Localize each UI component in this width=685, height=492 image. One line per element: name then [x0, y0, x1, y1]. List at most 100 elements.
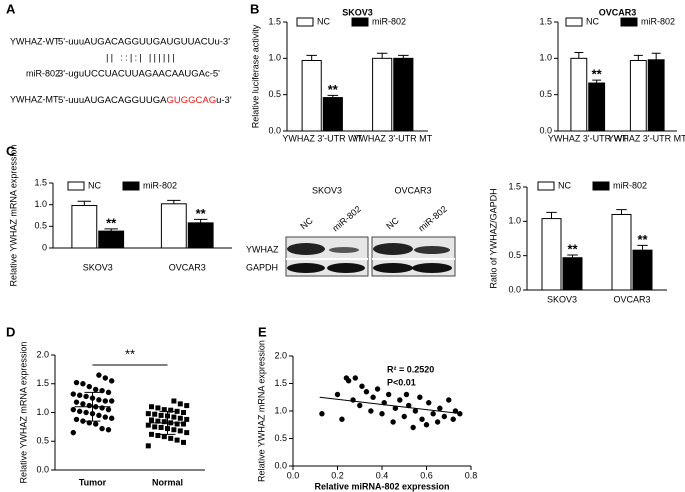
sequence: 3'-uguUCCUACUUAGAACAAUGAc-5' — [58, 69, 220, 80]
point — [450, 416, 456, 422]
x-tick-label: 0.0 — [287, 470, 300, 480]
y-tick-label: 1.5 — [539, 16, 552, 26]
point — [145, 422, 151, 428]
y-tick-label: 0.5 — [274, 433, 287, 443]
point — [184, 403, 190, 409]
error-bar — [546, 211, 557, 219]
point — [149, 431, 154, 437]
fit-line — [319, 396, 463, 415]
point — [441, 413, 447, 420]
bar — [187, 222, 214, 249]
bar — [647, 59, 665, 132]
panel-label: C — [6, 143, 16, 158]
error-bar — [104, 228, 118, 232]
error-bar — [616, 209, 627, 215]
bar — [322, 97, 343, 132]
point — [73, 399, 80, 405]
point — [403, 391, 410, 398]
error-bar — [77, 200, 92, 206]
point — [374, 386, 381, 392]
y-tick-label: 0.0 — [508, 284, 521, 294]
error-bar — [167, 199, 181, 204]
annotation: P<0.01 — [387, 377, 416, 387]
y-tick-label: 1.0 — [36, 407, 49, 417]
point — [109, 378, 115, 384]
point — [93, 421, 99, 427]
bar — [541, 218, 562, 291]
point — [105, 389, 112, 396]
sequence-label: miR-802 — [26, 68, 60, 78]
y-tick-label: 0.5 — [36, 436, 49, 446]
y-tick-label: 0.5 — [508, 250, 521, 260]
point — [102, 398, 109, 404]
error-bar — [398, 54, 409, 59]
point — [168, 435, 174, 441]
point — [70, 391, 77, 397]
point — [73, 379, 80, 386]
point — [105, 427, 112, 433]
point — [434, 419, 441, 425]
bar — [372, 57, 393, 132]
point — [184, 430, 190, 436]
blot-group: SKOV3 — [312, 185, 342, 195]
legend-swatch — [296, 17, 314, 27]
point — [417, 394, 423, 400]
point — [181, 439, 186, 445]
point — [73, 416, 80, 423]
point — [181, 410, 186, 415]
error-bar — [633, 54, 643, 61]
point — [80, 381, 86, 387]
sequence-label: YWHAZ-WT — [10, 36, 60, 46]
y-tick-label: 1.0 — [274, 405, 287, 415]
y-tick-label: 1.5 — [34, 177, 47, 187]
y-tick-label: 0.0 — [539, 125, 552, 135]
sd-bar — [159, 410, 176, 435]
protein-label: GAPDH — [246, 262, 278, 272]
chart-title: OVCAR3 — [599, 7, 637, 17]
point — [99, 425, 105, 432]
point — [168, 407, 174, 413]
error-bar — [193, 218, 208, 223]
point — [181, 421, 186, 427]
point — [426, 400, 432, 406]
point — [174, 421, 180, 427]
pairing: || ::|:| |||||| — [106, 53, 177, 64]
bar — [160, 203, 187, 249]
point — [80, 418, 86, 424]
point — [334, 391, 341, 398]
legend-swatch — [122, 181, 140, 191]
bar — [98, 230, 125, 249]
blot-image — [285, 236, 456, 277]
point — [99, 387, 105, 394]
point — [70, 429, 77, 436]
bar — [71, 205, 98, 249]
significance: ** — [567, 241, 578, 256]
y-tick-label: 1.5 — [36, 378, 49, 388]
y-tick-label: 0 — [42, 242, 47, 252]
legend-swatch — [537, 181, 555, 191]
point — [158, 424, 164, 430]
point — [149, 417, 154, 423]
bar — [393, 57, 414, 132]
point — [184, 416, 190, 422]
point — [152, 424, 158, 430]
lane-label: NC — [298, 215, 315, 231]
annotation: R² = 0.2520 — [387, 364, 434, 374]
legend-label: miR-802 — [143, 180, 177, 190]
point — [161, 419, 167, 425]
point — [80, 401, 86, 407]
error-bar — [651, 52, 661, 60]
y-tick-label: 0.5 — [34, 221, 47, 231]
y-tick-label: 1.0 — [508, 216, 521, 226]
point — [410, 424, 416, 431]
x-tick-label: Tumor — [79, 477, 107, 487]
significance: ** — [125, 346, 135, 361]
point — [152, 411, 158, 417]
significance: ** — [328, 82, 339, 97]
point — [177, 428, 183, 434]
legend-label: NC — [317, 16, 330, 26]
sequence-part: u-3' — [216, 95, 232, 106]
y-tick-label: 1.5 — [508, 181, 521, 191]
point — [145, 443, 151, 449]
y-tick-label: 2.0 — [36, 349, 49, 359]
